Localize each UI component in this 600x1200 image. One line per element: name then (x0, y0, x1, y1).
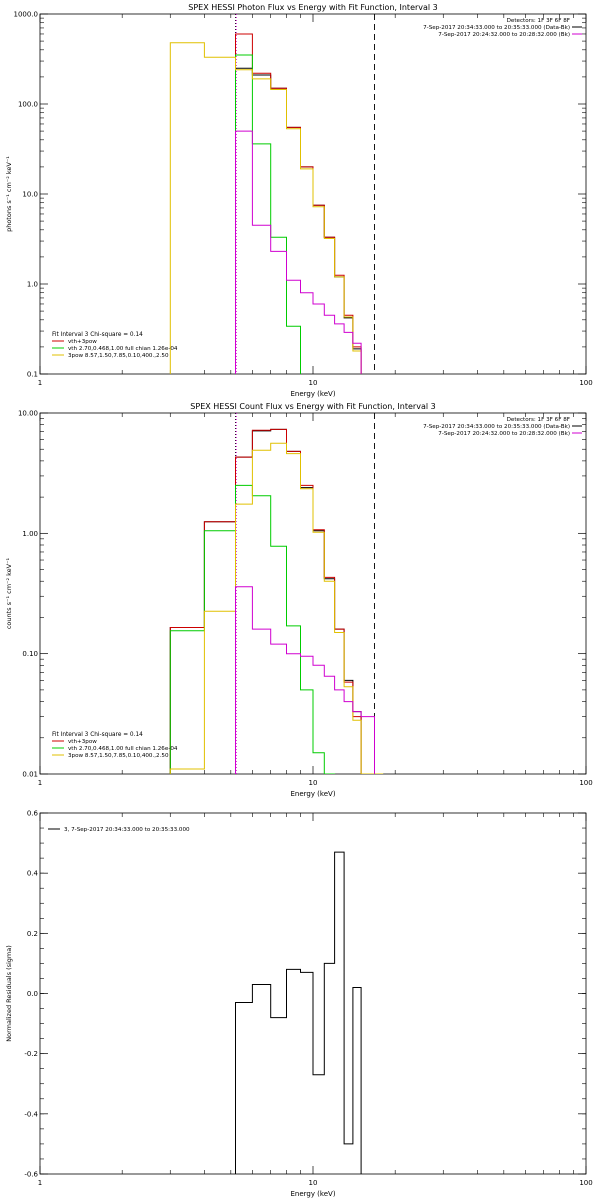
y-tick-label: 1.00 (22, 530, 38, 538)
y-tick-label: 0.2 (27, 930, 38, 938)
legend-entry: vth 2.70,0.468,1.00 full chian 1.26e-04 (68, 346, 178, 352)
y-tick-label: -0.6 (24, 1171, 38, 1179)
x-tick-label: 10 (309, 779, 318, 787)
info-line: 7-Sep-2017 20:24:32.000 to 20:28:32.000 … (438, 431, 570, 437)
series-2-line (235, 33, 362, 374)
plot-area (169, 33, 362, 374)
y-tick-label: 10.0 (22, 191, 38, 199)
info-line: 7-Sep-2017 20:34:33.000 to 20:35:33.000 … (423, 424, 570, 430)
panel-3: 1 10 100 -0.6 -0.4 -0.2 0.0 0.2 0.4 0.6 Energy (ke… (5, 810, 593, 1199)
y-axis-label: Normalized Residuals (sigma) (5, 945, 13, 1042)
legend-entry: vth+3pow (68, 739, 97, 745)
x-tick-label: 10 (309, 1179, 318, 1187)
chart-title: SPEX HESSI Count Flux vs Energy with Fit… (190, 402, 435, 411)
y-axis-label: counts s⁻¹ cm⁻² keV⁻¹ (5, 557, 13, 629)
series-4-line (169, 42, 362, 374)
legend-title: Fit Interval 3 Chi-square = 0.14 (52, 332, 143, 338)
chart-title: SPEX HESSI Photon Flux vs Energy with Fi… (188, 3, 438, 12)
series-2-line (169, 428, 362, 774)
series-4-line (169, 442, 384, 774)
series-3-line (235, 54, 301, 374)
x-axis-label: Energy (keV) (290, 790, 335, 798)
legend-entry: 3pow 8.57,1.50,7.85,0.10,400.,2.50 (68, 753, 169, 759)
y-tick-label: 0.10 (22, 650, 38, 658)
panel-2: 1 10 100 0.01 0.10 1.00 10.00 SPEX HESSI Count … (5, 402, 593, 798)
x-tick-label: 1 (38, 379, 42, 387)
x-tick-label: 1 (38, 779, 42, 787)
y-tick-label: -0.4 (24, 1110, 38, 1118)
x-tick-label: 100 (579, 379, 592, 387)
y-tick-label: 1.0 (27, 281, 38, 289)
plot-area (235, 851, 362, 1174)
series-1-line (235, 851, 362, 1174)
legend-entry: 3pow 8.57,1.50,7.85,0.10,400.,2.50 (68, 353, 169, 359)
y-tick-label: 0.6 (27, 810, 39, 818)
plot-area (169, 428, 384, 774)
y-axis-label: photons s⁻¹ cm⁻² keV⁻¹ (5, 156, 13, 232)
x-axis-label: Energy (keV) (290, 1190, 335, 1198)
y-tick-label: 0.0 (27, 990, 38, 998)
x-tick-label: 10 (309, 379, 318, 387)
legend-title: Fit Interval 3 Chi-square = 0.14 (52, 732, 143, 738)
legend-entry: 3, 7-Sep-2017 20:34:33.000 to 20:35:33.0… (64, 827, 190, 833)
y-tick-label: 0.4 (27, 870, 39, 878)
y-tick-label: 1000.0 (14, 11, 39, 19)
y-tick-label: -0.2 (24, 1050, 38, 1058)
x-tick-label: 100 (579, 779, 592, 787)
legend-entry: vth+3pow (68, 339, 97, 345)
y-tick-label: 10.00 (18, 410, 38, 418)
series-1-line (235, 67, 362, 374)
series-5-line (235, 130, 362, 374)
y-tick-label: 100.0 (18, 101, 38, 109)
panel-1: 1 10 100 0.1 1.0 10.0 100.0 1000.0 SPEX HESSI Ph… (5, 3, 593, 398)
legend-entry: vth 2.70,0.468,1.00 full chian 1.26e-04 (68, 746, 178, 752)
x-axis-label: Energy (keV) (290, 390, 335, 398)
series-3-line (169, 484, 336, 774)
x-tick-label: 100 (579, 1179, 592, 1187)
info-line: Detectors: 1F 3F 6F 8F (507, 18, 570, 24)
info-line: 7-Sep-2017 20:24:32.000 to 20:28:32.000 … (438, 32, 570, 38)
x-tick-label: 1 (38, 1179, 42, 1187)
info-line: Detectors: 1F 3F 6F 8F (507, 417, 570, 423)
info-line: 7-Sep-2017 20:34:33.000 to 20:35:33.000 … (423, 25, 570, 31)
y-tick-label: 0.1 (27, 371, 38, 379)
series-1-line (169, 428, 362, 774)
y-tick-label: 0.01 (22, 771, 38, 779)
series-5-line (235, 586, 375, 774)
